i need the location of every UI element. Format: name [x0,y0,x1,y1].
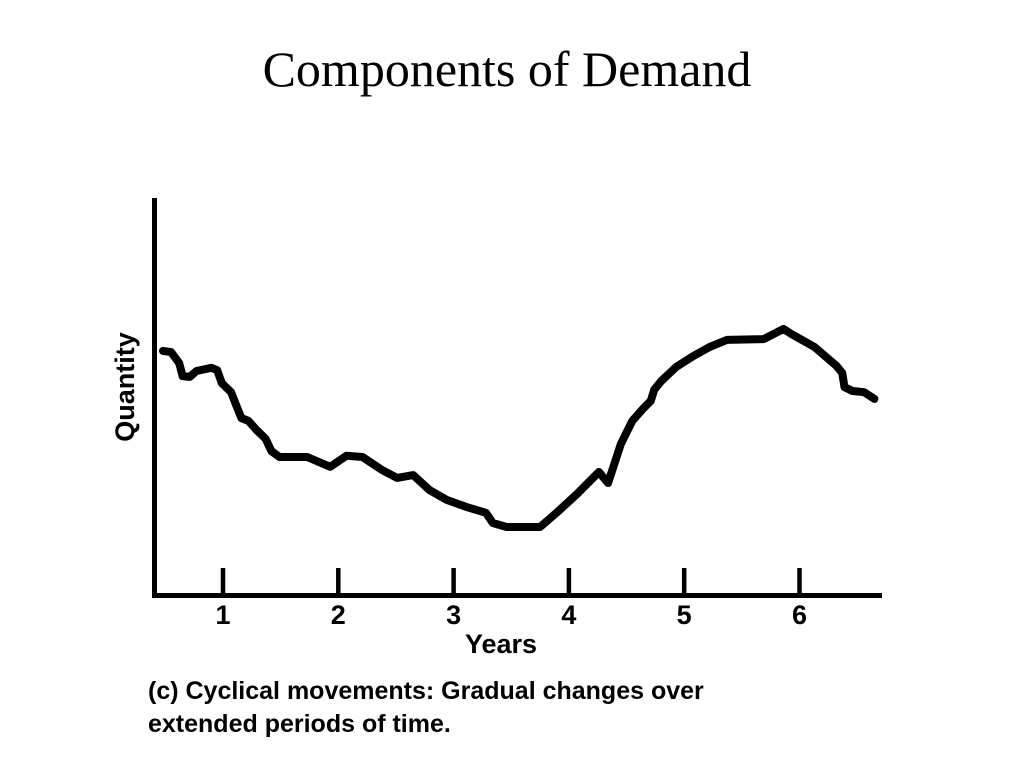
x-tick-label: 4 [561,600,577,630]
y-axis-label: Quantity [110,332,140,442]
caption-line-2: extended periods of time. [148,710,451,738]
x-tick-label: 3 [446,600,462,630]
x-axis-label: Years [464,629,538,659]
caption-line-1: (c) Cyclical movements: Gradual changes … [148,677,704,705]
demand-curve [159,324,879,531]
x-tick-label: 2 [330,600,346,630]
x-tick-label: 1 [215,600,231,630]
x-tick-label: 5 [676,600,692,630]
x-axis-ticks [220,568,802,596]
chart-caption: (c) Cyclical movements: Gradual changes … [148,675,828,741]
x-tick-label: 6 [791,600,808,630]
slide-title: Components of Demand [262,41,752,97]
